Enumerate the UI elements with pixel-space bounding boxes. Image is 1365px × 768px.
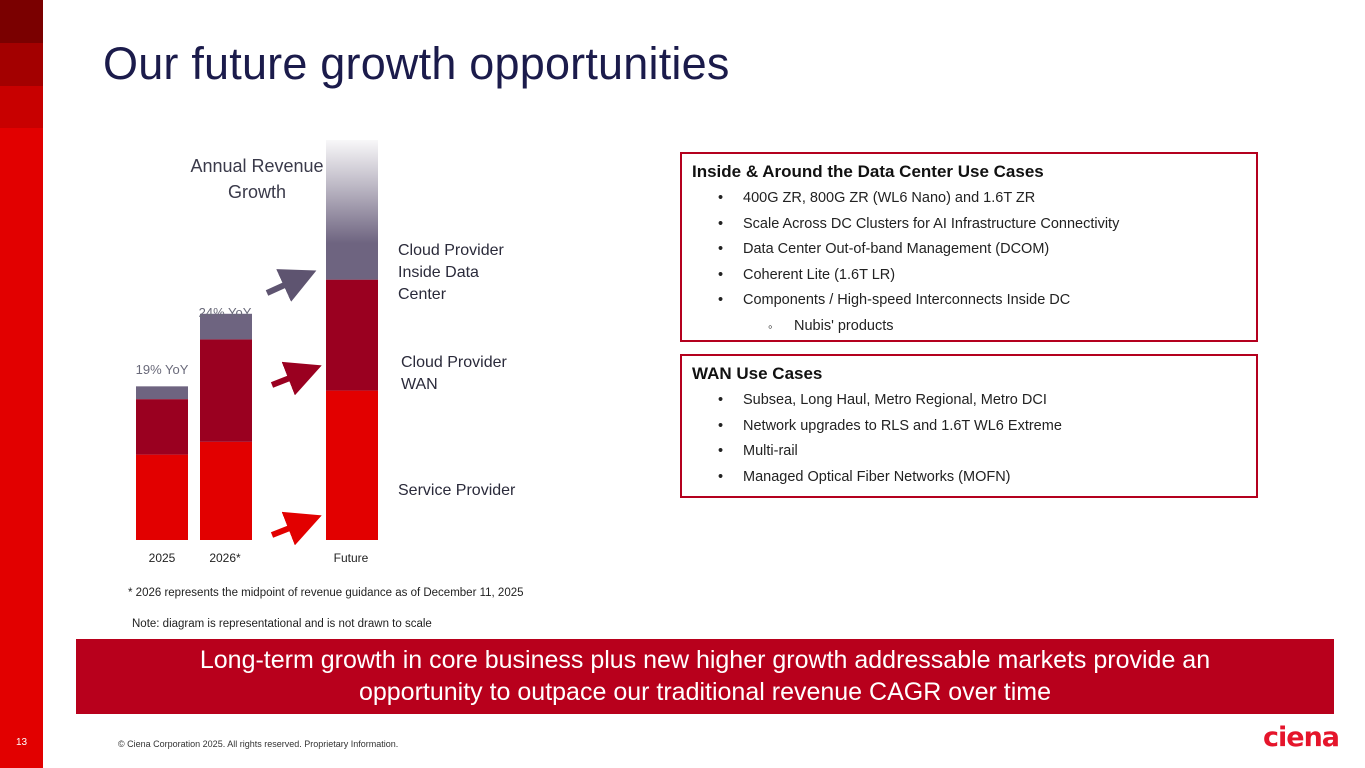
segment-label-wan-line2: WAN [401,376,438,393]
banner-line2: opportunity to outpace our traditional r… [358,678,1052,706]
segment-label-wan-line1: Cloud Provider [401,354,507,371]
list-item: 400G ZR, 800G ZR (WL6 Nano) and 1.6T ZR [692,186,1246,212]
accent-block-3 [0,86,43,128]
list-item: Data Center Out-of-band Management (DCOM… [692,237,1246,263]
disclaimer-note: Note: diagram is representational and is… [132,618,432,630]
page-title: Our future growth opportunities [103,38,730,89]
yoy-annotation-2026: 24% YoY [199,305,252,320]
x-tick-2026: 2026* [209,551,241,565]
key-message-banner: Long-term growth in core business plus n… [76,639,1334,714]
yoy-annotation-2025: 19% YoY [136,362,189,377]
bar-2025-service-provider [136,454,188,540]
data-center-use-cases-box: Inside & Around the Data Center Use Case… [680,152,1258,342]
wan-use-cases-box: WAN Use Cases Subsea, Long Haul, Metro R… [680,354,1258,498]
bar-2026-cloud-provider-wan [200,339,252,442]
segment-label-service-provider: Service Provider [398,482,516,499]
side-accent-bar [0,0,43,768]
arrow-service-provider [270,511,322,546]
sub-list-item: Nubis' products [692,314,1246,340]
bar-future-cloud-provider-inside-data-center [326,140,378,280]
wan-heading: WAN Use Cases [692,364,823,383]
arrow-wan [270,361,322,396]
segment-label-inside-dc: Cloud Provider Inside Data Center [398,240,504,306]
bar-future-cloud-provider-wan [326,279,378,391]
bar-2026-service-provider [200,441,252,540]
banner-line1: Long-term growth in core business plus n… [199,646,1211,674]
list-item: Coherent Lite (1.6T LR) [692,263,1246,289]
bar-2026-cloud-provider-inside-data-center [200,313,252,340]
page-number: 13 [15,737,28,748]
list-item: Subsea, Long Haul, Metro Regional, Metro… [692,388,1246,414]
list-item: Managed Optical Fiber Networks (MOFN) [692,465,1246,491]
bar-2025-cloud-provider-inside-data-center [136,386,188,400]
segment-label-inside-dc-line3: Center [398,286,447,303]
list-item: Components / High-speed Interconnects In… [692,288,1246,314]
arrow-inside-dc [265,269,317,302]
wan-list: Subsea, Long Haul, Metro Regional, Metro… [692,388,1246,490]
copyright-notice: © Ciena Corporation 2025. All rights res… [118,739,399,749]
segment-label-inside-dc-line1: Cloud Provider [398,242,504,259]
footnote: * 2026 represents the midpoint of revenu… [128,587,524,599]
list-item: Scale Across DC Clusters for AI Infrastr… [692,212,1246,238]
x-tick-future: Future [334,551,369,565]
chart-title-line1: Annual Revenue [190,156,323,176]
revenue-growth-chart: Annual Revenue Growth 19% YoY 24% YoY 20… [136,140,378,565]
bar-future-service-provider [326,390,378,540]
ciena-logo: ciena [1263,722,1340,753]
segment-label-wan: Cloud Provider WAN [401,352,507,396]
list-item: Network upgrades to RLS and 1.6T WL6 Ext… [692,414,1246,440]
data-center-list: 400G ZR, 800G ZR (WL6 Nano) and 1.6T ZR … [692,186,1246,339]
x-tick-2025: 2025 [149,551,176,565]
accent-block-2 [0,43,43,86]
bar-2025-cloud-provider-wan [136,399,188,455]
data-center-heading: Inside & Around the Data Center Use Case… [692,162,1044,181]
segment-label-inside-dc-line2: Inside Data [398,264,479,281]
list-item: Multi-rail [692,439,1246,465]
chart-title-line2: Growth [228,182,286,202]
accent-block-1 [0,0,43,43]
